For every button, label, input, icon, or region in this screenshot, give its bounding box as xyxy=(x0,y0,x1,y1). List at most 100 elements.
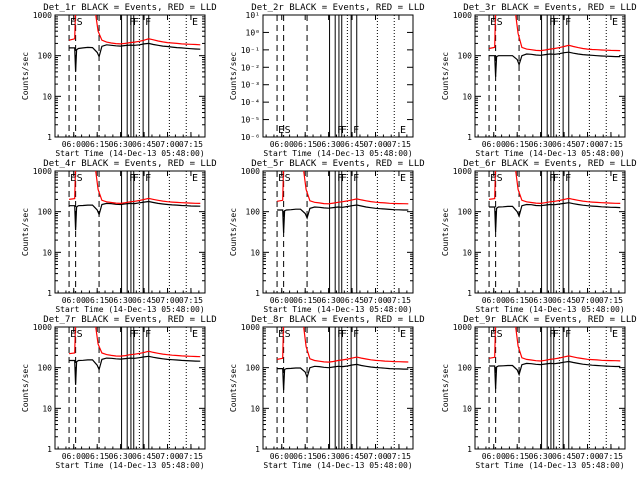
x-tick-label: 07:00 xyxy=(155,140,179,149)
event-marker-label: E xyxy=(400,125,406,136)
event-marker-label: F xyxy=(129,329,135,340)
panel-7: Det_7r BLACK = Events, RED = LLD 1 10 100 10… xyxy=(21,315,217,470)
y-tick-label: 1000 xyxy=(453,167,472,176)
y-axis-label: Counts/sec xyxy=(21,208,30,256)
event-marker-label: F xyxy=(553,329,559,340)
y-tick-label: 100 xyxy=(246,364,261,373)
x-tick-label: 06:00 xyxy=(62,452,86,461)
y-tick-label: 1000 xyxy=(453,323,472,332)
x-axis-label: Start Time (14-Dec-13 05:48:00) xyxy=(475,305,624,314)
x-tick-label: 06:30 xyxy=(109,452,133,461)
y-axis-label: Counts/sec xyxy=(229,52,238,100)
y-tick-label: 10 xyxy=(250,404,260,413)
lld-series-line xyxy=(68,15,201,46)
event-marker-label: F xyxy=(129,173,135,184)
y-tick-label: 1 xyxy=(467,289,472,298)
x-tick-label: 06:30 xyxy=(109,140,133,149)
y-axis-label: Counts/sec xyxy=(441,364,450,412)
plot-frame xyxy=(262,14,414,138)
event-marker-label: E xyxy=(192,173,198,184)
lld-series-line xyxy=(276,327,409,363)
y-tick-label: 1 xyxy=(255,445,260,454)
panel-title: Det_5r BLACK = Events, RED = LLD xyxy=(251,159,424,169)
event-marker-label: E xyxy=(70,329,76,340)
x-tick-label: 06:30 xyxy=(529,452,553,461)
x-axis-label: Start Time (14-Dec-13 05:48:00) xyxy=(263,305,412,314)
plot-frame xyxy=(474,14,626,138)
x-tick-label: 06:15 xyxy=(293,452,317,461)
event-marker-label: E xyxy=(278,329,284,340)
x-tick-label: 07:15 xyxy=(387,296,411,305)
x-tick-label: 06:45 xyxy=(340,452,364,461)
x-tick-label: 06:15 xyxy=(85,296,109,305)
panel-title: Det_6r BLACK = Events, RED = LLD xyxy=(463,159,636,169)
x-tick-label: 06:00 xyxy=(270,140,294,149)
event-marker-label: E xyxy=(278,173,284,184)
y-tick-label: 10 xyxy=(42,404,52,413)
events-series-line xyxy=(489,360,621,389)
panel-8: Det_8r BLACK = Events, RED = LLD 1 10 100 10… xyxy=(229,315,425,470)
y-tick-label: 1 xyxy=(47,133,52,142)
event-marker-label: S xyxy=(497,173,503,184)
x-axis-label: Start Time (14-Dec-13 05:48:00) xyxy=(55,305,204,314)
x-tick-label: 06:45 xyxy=(552,452,576,461)
x-tick-label: 07:00 xyxy=(155,296,179,305)
y-tick-label: 100 xyxy=(458,364,473,373)
event-marker-label: F xyxy=(337,125,343,136)
y-axis-label: Counts/sec xyxy=(441,208,450,256)
panel-4: Det_4r BLACK = Events, RED = LLD 1 10 100 10… xyxy=(21,159,217,314)
x-tick-label: 06:00 xyxy=(482,452,506,461)
x-tick-label: 06:00 xyxy=(270,296,294,305)
x-tick-label: 06:30 xyxy=(529,296,553,305)
lld-series-line xyxy=(276,171,409,205)
y-tick-label: 1 xyxy=(255,289,260,298)
y-tick-label: 100 xyxy=(38,364,53,373)
y-tick-label: 100 xyxy=(38,208,53,217)
panel-6: Det_6r BLACK = Events, RED = LLD 1 10 100 10… xyxy=(441,159,637,314)
x-axis-label: Start Time (14-Dec-13 05:48:00) xyxy=(263,461,412,470)
event-marker-label: E xyxy=(612,17,618,28)
x-tick-label: 06:00 xyxy=(62,140,86,149)
y-axis-label: Counts/sec xyxy=(21,52,30,100)
x-axis-label: Start Time (14-Dec-13 05:48:00) xyxy=(55,149,204,158)
events-series-line xyxy=(69,355,201,385)
panel-title: Det_9r BLACK = Events, RED = LLD xyxy=(463,315,636,325)
x-axis-label: Start Time (14-Dec-13 05:48:00) xyxy=(475,461,624,470)
y-tick-label: 10⁻² xyxy=(241,63,260,72)
x-tick-label: 07:15 xyxy=(599,296,623,305)
event-marker-label: F xyxy=(145,17,151,28)
x-tick-label: 07:00 xyxy=(575,452,599,461)
event-marker-label: F xyxy=(337,173,343,184)
y-tick-label: 10 xyxy=(462,248,472,257)
x-tick-label: 07:00 xyxy=(575,140,599,149)
y-tick-label: 100 xyxy=(458,208,473,217)
x-tick-label: 06:30 xyxy=(529,140,553,149)
event-marker-label: E xyxy=(70,17,76,28)
event-marker-label: F xyxy=(133,17,139,28)
event-marker-label: F xyxy=(145,173,151,184)
panel-1: Det_1r BLACK = Events, RED = LLD 1 10 100 10… xyxy=(21,3,217,158)
x-tick-label: 07:15 xyxy=(599,452,623,461)
y-tick-label: 10⁻¹ xyxy=(241,46,260,55)
event-marker-label: E xyxy=(192,329,198,340)
event-marker-label: S xyxy=(77,17,83,28)
event-marker-label: F xyxy=(341,173,347,184)
event-marker-label: E xyxy=(490,17,496,28)
event-marker-label: S xyxy=(285,329,291,340)
plot-frame xyxy=(474,170,626,294)
event-marker-label: F xyxy=(341,329,347,340)
y-tick-label: 10⁻³ xyxy=(241,81,260,90)
lld-series-line xyxy=(69,327,201,358)
plot-frame xyxy=(54,170,206,294)
x-tick-label: 06:45 xyxy=(552,296,576,305)
y-tick-label: 10⁰ xyxy=(246,28,260,37)
x-tick-label: 06:15 xyxy=(293,140,317,149)
y-tick-label: 10 xyxy=(250,248,260,257)
y-tick-label: 10 xyxy=(462,92,472,101)
event-marker-label: S xyxy=(497,17,503,28)
y-axis-label: Counts/sec xyxy=(229,364,238,412)
y-tick-label: 1000 xyxy=(241,167,260,176)
y-tick-label: 1 xyxy=(47,445,52,454)
